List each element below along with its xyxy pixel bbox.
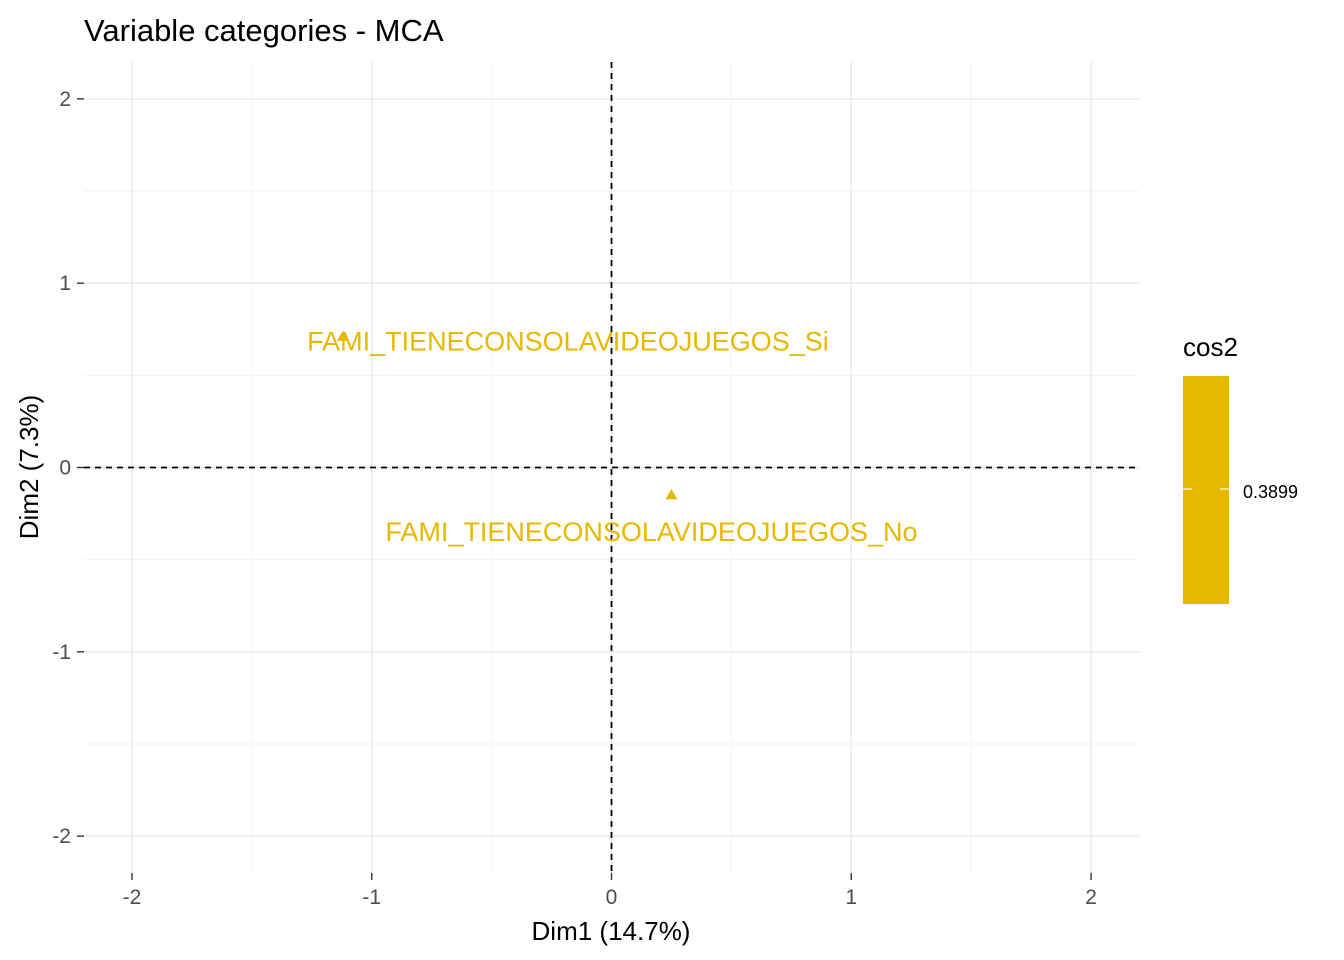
legend-title: cos2 xyxy=(1183,332,1238,362)
y-tick-label: -1 xyxy=(52,641,71,664)
x-tick-label: -1 xyxy=(362,886,381,909)
data-point-label: FAMI_TIENECONSOLAVIDEOJUEGOS_No xyxy=(385,517,917,547)
y-tick-label: 1 xyxy=(59,272,71,295)
x-tick-label: 1 xyxy=(845,886,857,909)
axis-ticks: -2 -1 0 1 2 -2 -1 0 1 2 xyxy=(52,88,1097,909)
x-axis-title: Dim1 (14.7%) xyxy=(532,916,691,946)
data-points: FAMI_TIENECONSOLAVIDEOJUEGOS_Si FAMI_TIEN… xyxy=(307,327,917,548)
x-tick-label: -2 xyxy=(123,886,142,909)
legend-label: 0.3899 xyxy=(1243,482,1298,502)
cos2-legend: cos2 0.3899 xyxy=(1183,332,1298,604)
data-point-marker xyxy=(336,330,349,341)
x-tick-label: 0 xyxy=(606,886,618,909)
data-point-marker xyxy=(665,489,678,500)
legend-color-bar xyxy=(1183,376,1229,604)
reference-lines xyxy=(84,62,1139,873)
x-tick-label: 2 xyxy=(1085,886,1097,909)
data-point-label: FAMI_TIENECONSOLAVIDEOJUEGOS_Si xyxy=(307,327,829,357)
y-tick-label: -2 xyxy=(52,825,71,848)
y-tick-label: 0 xyxy=(59,457,71,480)
y-axis-title: Dim2 (7.3%) xyxy=(14,395,44,539)
y-tick-label: 2 xyxy=(59,88,71,111)
chart-title: Variable categories - MCA xyxy=(84,13,444,48)
